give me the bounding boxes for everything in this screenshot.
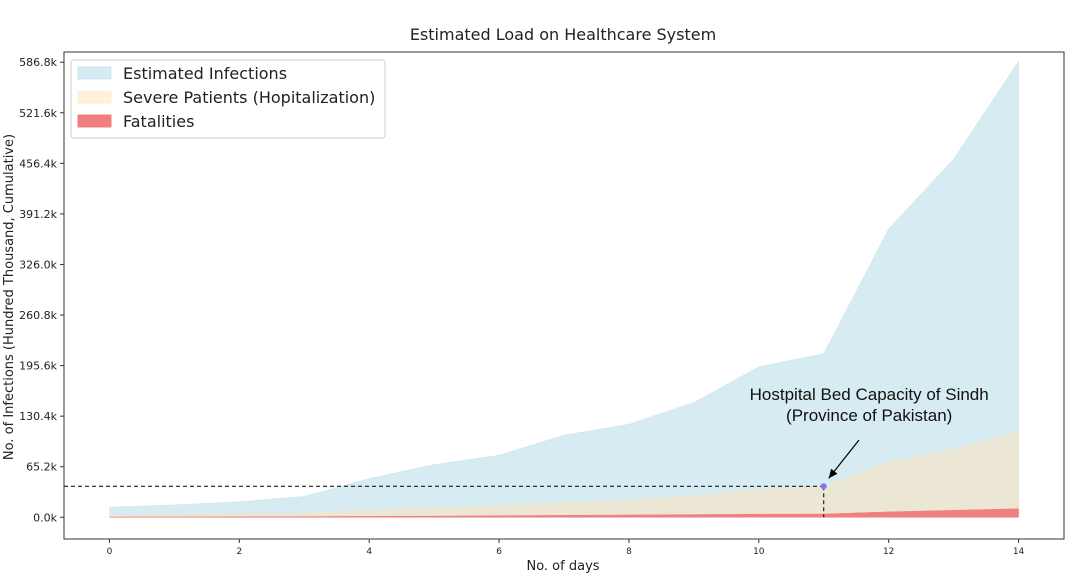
legend: Estimated Infections Severe Patients (Hop… bbox=[70, 59, 386, 139]
axes-frame bbox=[63, 51, 1065, 540]
legend-box bbox=[70, 59, 386, 139]
y-tick-label: 0.0k bbox=[33, 511, 57, 524]
annotation-lines bbox=[64, 485, 825, 518]
annotation: Hostpital Bed Capacity of Sindh (Province… bbox=[750, 385, 989, 490]
x-tick-label: 2 bbox=[236, 547, 242, 557]
y-tick-label: 586.8k bbox=[19, 56, 57, 69]
annotation-arrowhead bbox=[828, 468, 838, 479]
legend-swatch-severe-patients-hopitalization bbox=[77, 90, 112, 104]
legend-label-estimated-infections: Estimated Infections bbox=[123, 64, 287, 83]
x-tick-label: 12 bbox=[883, 547, 894, 557]
legend-label-severe-patients-hopitalization: Severe Patients (Hopitalization) bbox=[123, 88, 375, 107]
bed-capacity-marker bbox=[820, 483, 827, 490]
x-tick-label: 0 bbox=[107, 547, 113, 557]
x-axis-label: No. of days bbox=[526, 559, 599, 574]
y-tick-label: 391.2k bbox=[19, 208, 57, 221]
x-axis: 0 2 4 6 8 10 12 14 bbox=[107, 539, 1025, 557]
area-series-group bbox=[109, 60, 1019, 518]
y-tick-label: 260.8k bbox=[19, 309, 57, 322]
x-tick-label: 6 bbox=[496, 547, 502, 557]
area-fatalities bbox=[109, 508, 1019, 518]
y-tick-label: 195.6k bbox=[19, 360, 57, 373]
chart-title: Estimated Load on Healthcare System bbox=[410, 25, 716, 44]
y-axis: 0.0k 65.2k 130.4k 195.6k 260.8k 326.0k 391.2k 4… bbox=[19, 56, 64, 524]
annotation-text-line: Hostpital Bed Capacity of Sindh bbox=[750, 385, 989, 404]
annotation-text-line: (Province of Pakistan) bbox=[786, 406, 952, 425]
legend-swatch-fatalities bbox=[77, 114, 112, 128]
x-tick-label: 8 bbox=[626, 547, 632, 557]
y-tick-label: 65.2k bbox=[26, 461, 57, 474]
y-tick-label: 326.0k bbox=[19, 258, 57, 271]
y-tick-label: 456.4k bbox=[19, 157, 57, 170]
x-tick-label: 10 bbox=[753, 547, 765, 557]
y-tick-label: 130.4k bbox=[19, 410, 57, 423]
y-axis-label: No. of Infections (Hundred Thousand, Cum… bbox=[2, 134, 17, 460]
x-tick-label: 14 bbox=[1013, 547, 1025, 557]
y-tick-label: 521.6k bbox=[19, 107, 57, 120]
legend-swatch-estimated-infections bbox=[77, 66, 112, 80]
x-tick-label: 4 bbox=[366, 547, 372, 557]
legend-label-fatalities: Fatalities bbox=[123, 112, 194, 131]
